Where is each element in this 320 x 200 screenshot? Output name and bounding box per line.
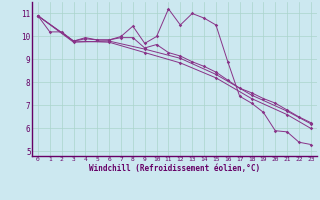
X-axis label: Windchill (Refroidissement éolien,°C): Windchill (Refroidissement éolien,°C) [89, 164, 260, 173]
